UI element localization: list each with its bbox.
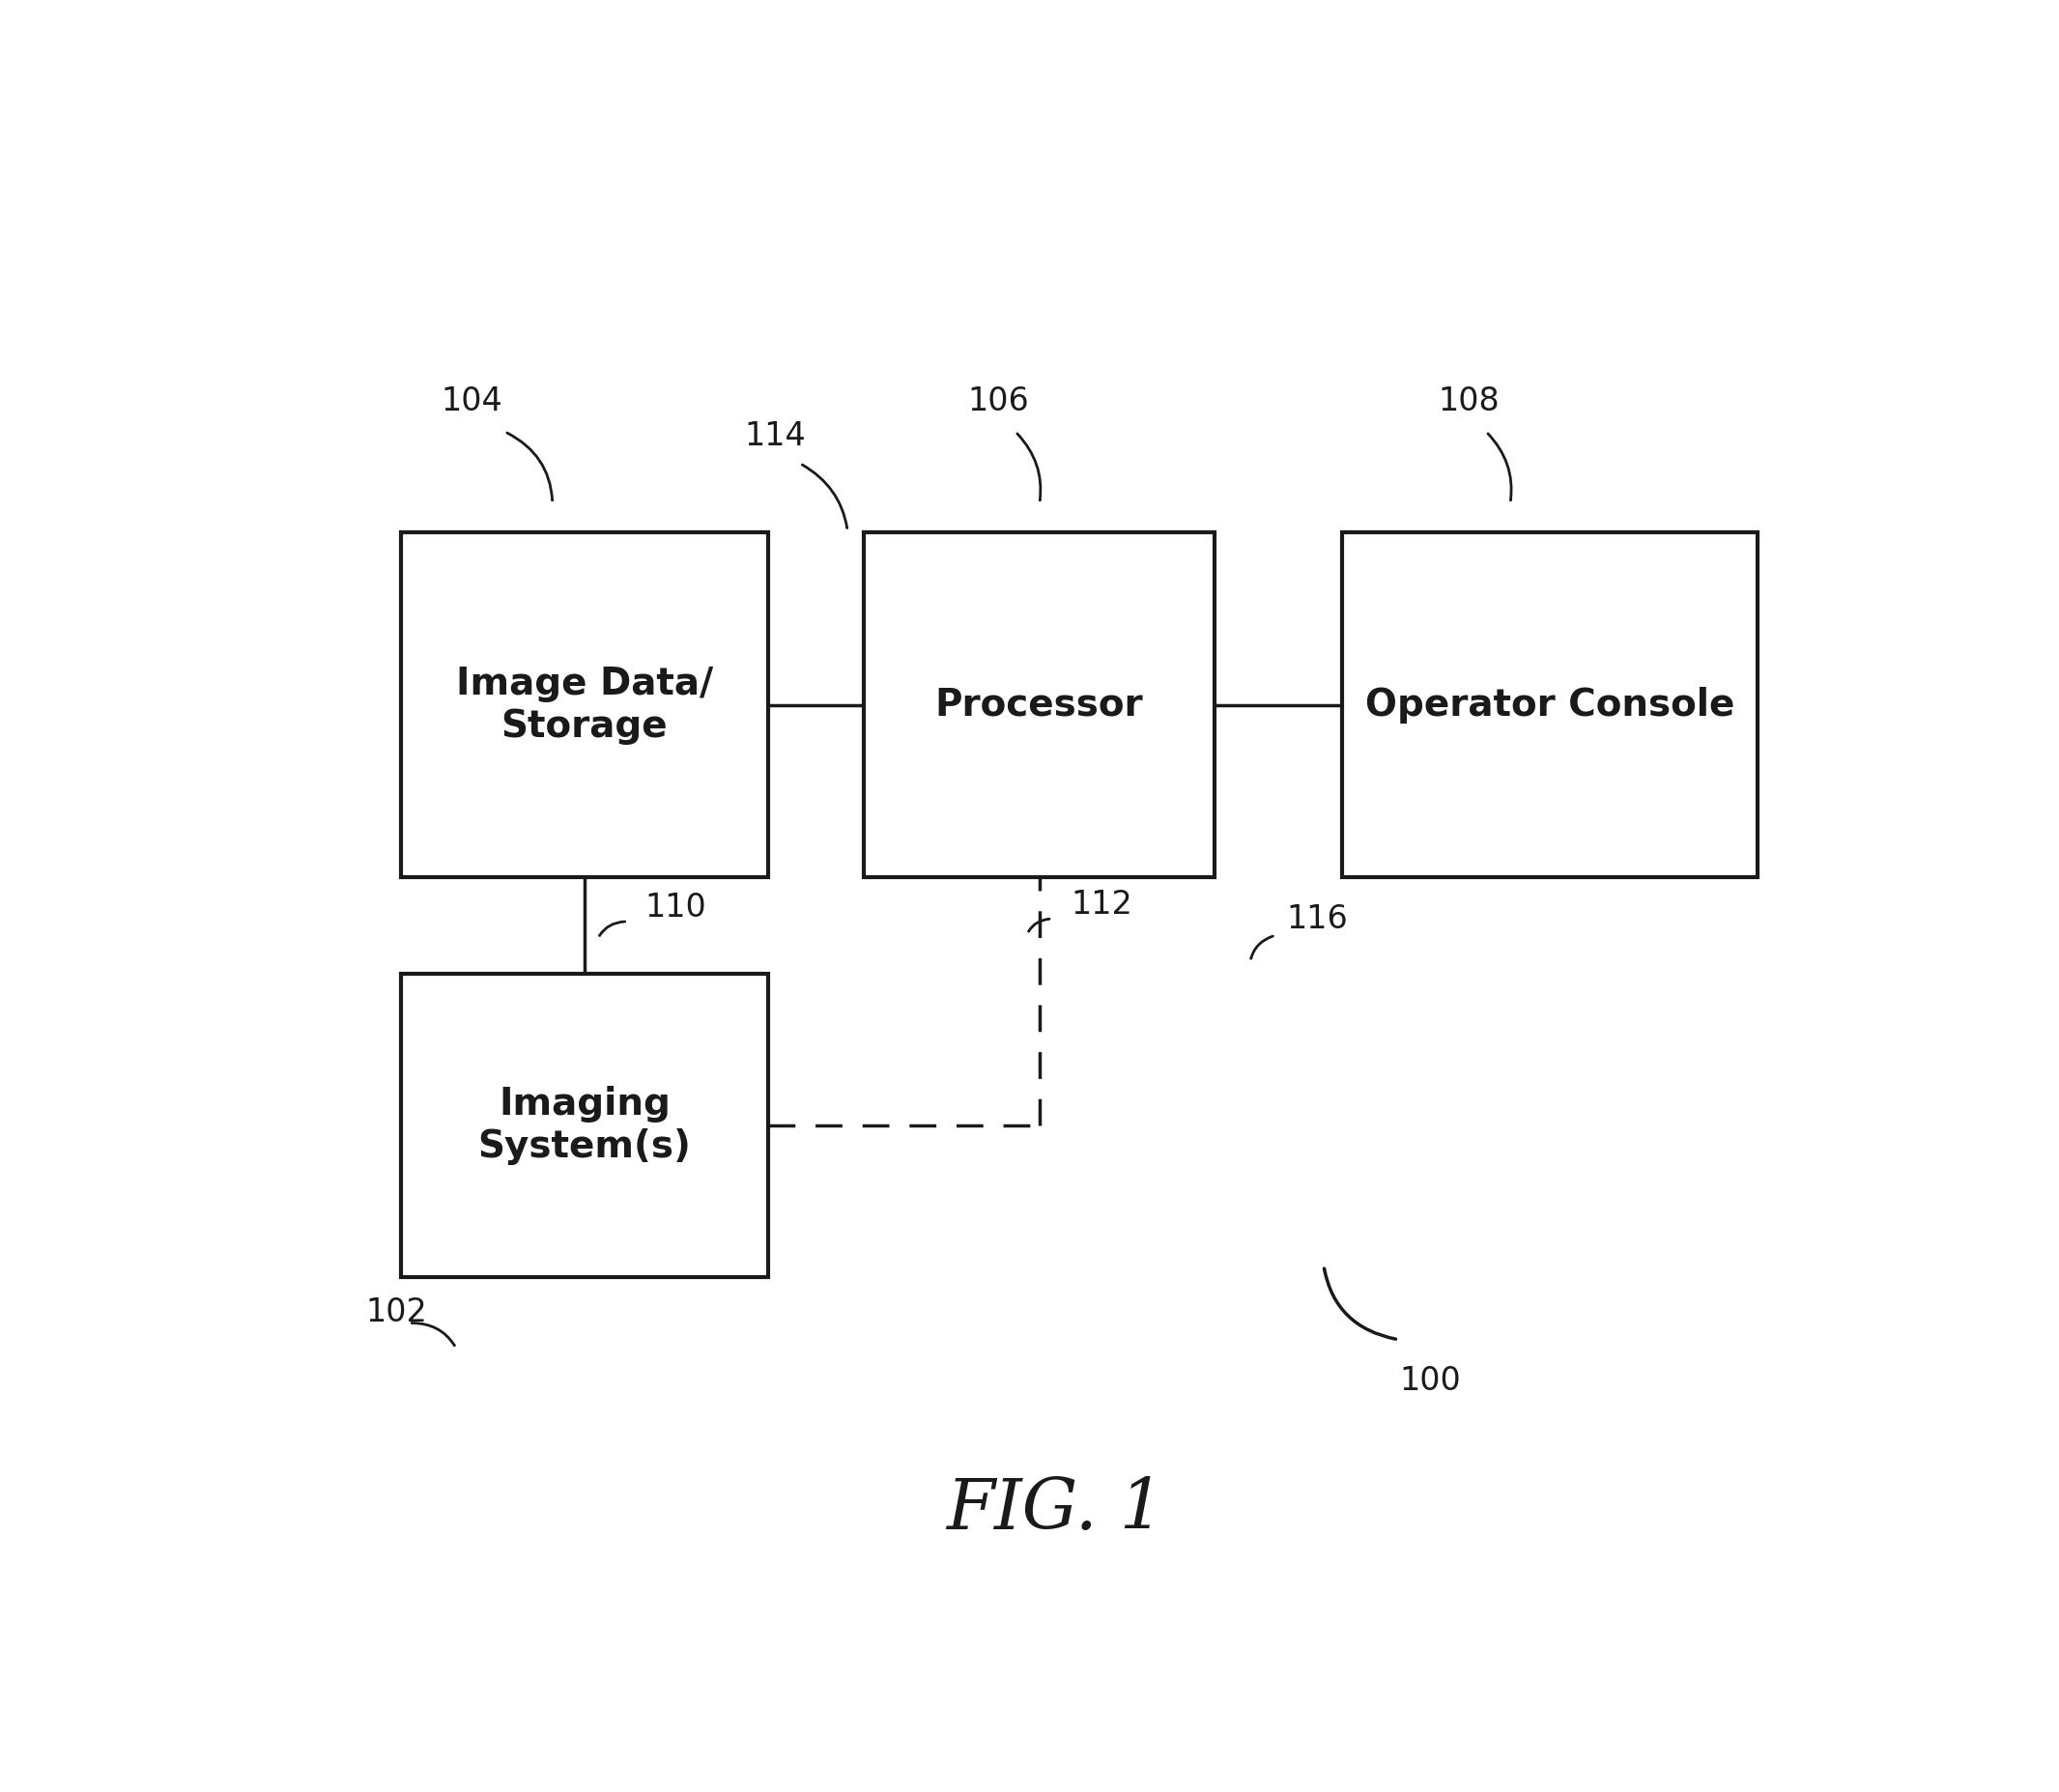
Text: 114: 114 [743,419,805,452]
Text: 100: 100 [1400,1366,1462,1398]
FancyArrowPatch shape [1030,919,1050,932]
Text: 112: 112 [1071,889,1132,921]
FancyArrowPatch shape [1324,1269,1396,1339]
FancyArrowPatch shape [1489,434,1511,500]
Bar [402,532,768,878]
FancyArrowPatch shape [599,921,624,935]
FancyArrowPatch shape [803,464,846,529]
Text: Imaging
System(s): Imaging System(s) [478,1086,692,1165]
Text: FIG. 1: FIG. 1 [947,1475,1163,1543]
Bar [865,532,1215,878]
Text: 106: 106 [968,385,1030,418]
FancyArrowPatch shape [412,1322,455,1346]
FancyArrowPatch shape [507,434,552,500]
Text: 104: 104 [441,385,502,418]
Text: Processor: Processor [935,686,1143,724]
Text: Operator Console: Operator Console [1365,686,1734,724]
Bar [402,973,768,1278]
Bar [1342,532,1758,878]
Text: 116: 116 [1287,903,1349,935]
Text: Image Data/
Storage: Image Data/ Storage [455,665,712,744]
FancyArrowPatch shape [1252,935,1272,959]
FancyArrowPatch shape [1017,434,1040,500]
Text: 102: 102 [367,1296,428,1328]
Text: 110: 110 [644,892,706,923]
Text: 108: 108 [1437,385,1499,418]
